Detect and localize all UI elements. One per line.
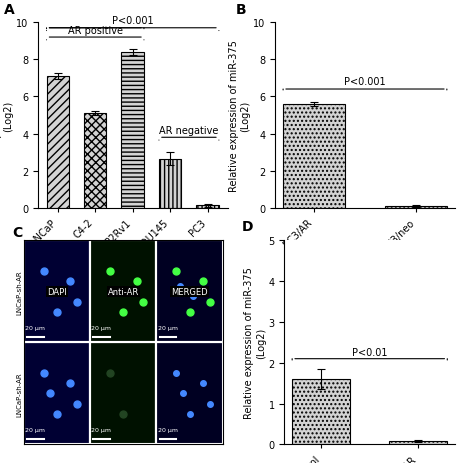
Bar	[385, 206, 447, 208]
Text: 20 µm: 20 µm	[25, 427, 45, 432]
Text: 20 µm: 20 µm	[25, 325, 45, 331]
Text: P<0.01: P<0.01	[352, 347, 387, 357]
Bar	[121, 53, 144, 208]
FancyBboxPatch shape	[24, 343, 90, 444]
Y-axis label: Relative expression of miR-375
(Log2): Relative expression of miR-375 (Log2)	[244, 267, 265, 419]
Text: Anti-AR: Anti-AR	[108, 287, 139, 296]
Text: DAPI: DAPI	[47, 287, 67, 296]
Text: AR positive: AR positive	[68, 26, 123, 36]
Bar	[46, 77, 69, 208]
Text: 20 µm: 20 µm	[91, 325, 111, 331]
Y-axis label: Relative expression of miR-375
(Log2): Relative expression of miR-375 (Log2)	[228, 40, 250, 192]
Text: 20 µm: 20 µm	[158, 427, 178, 432]
Text: LNCaP-sh-AR: LNCaP-sh-AR	[17, 371, 22, 416]
Text: D: D	[242, 219, 253, 233]
Bar	[292, 379, 350, 444]
FancyBboxPatch shape	[90, 343, 156, 444]
Bar	[84, 114, 107, 208]
Text: B: B	[235, 3, 246, 17]
Text: MERGED: MERGED	[171, 287, 208, 296]
Y-axis label: Relative expression of miR-375
(Log2): Relative expression of miR-375 (Log2)	[0, 40, 13, 192]
Text: 20 µm: 20 µm	[158, 325, 178, 331]
Bar	[389, 441, 447, 444]
Text: C: C	[12, 225, 22, 240]
Bar	[196, 206, 219, 208]
Bar	[283, 105, 345, 208]
Text: A: A	[4, 3, 15, 17]
Bar	[159, 159, 182, 208]
FancyBboxPatch shape	[156, 343, 223, 444]
Text: AR negative: AR negative	[159, 126, 219, 136]
Text: P<0.001: P<0.001	[112, 16, 154, 26]
Text: P<0.001: P<0.001	[344, 77, 386, 87]
FancyBboxPatch shape	[156, 241, 223, 343]
FancyBboxPatch shape	[24, 241, 90, 343]
Text: LNCaP-sh-AR: LNCaP-sh-AR	[17, 269, 22, 314]
FancyBboxPatch shape	[90, 241, 156, 343]
Text: 20 µm: 20 µm	[91, 427, 111, 432]
